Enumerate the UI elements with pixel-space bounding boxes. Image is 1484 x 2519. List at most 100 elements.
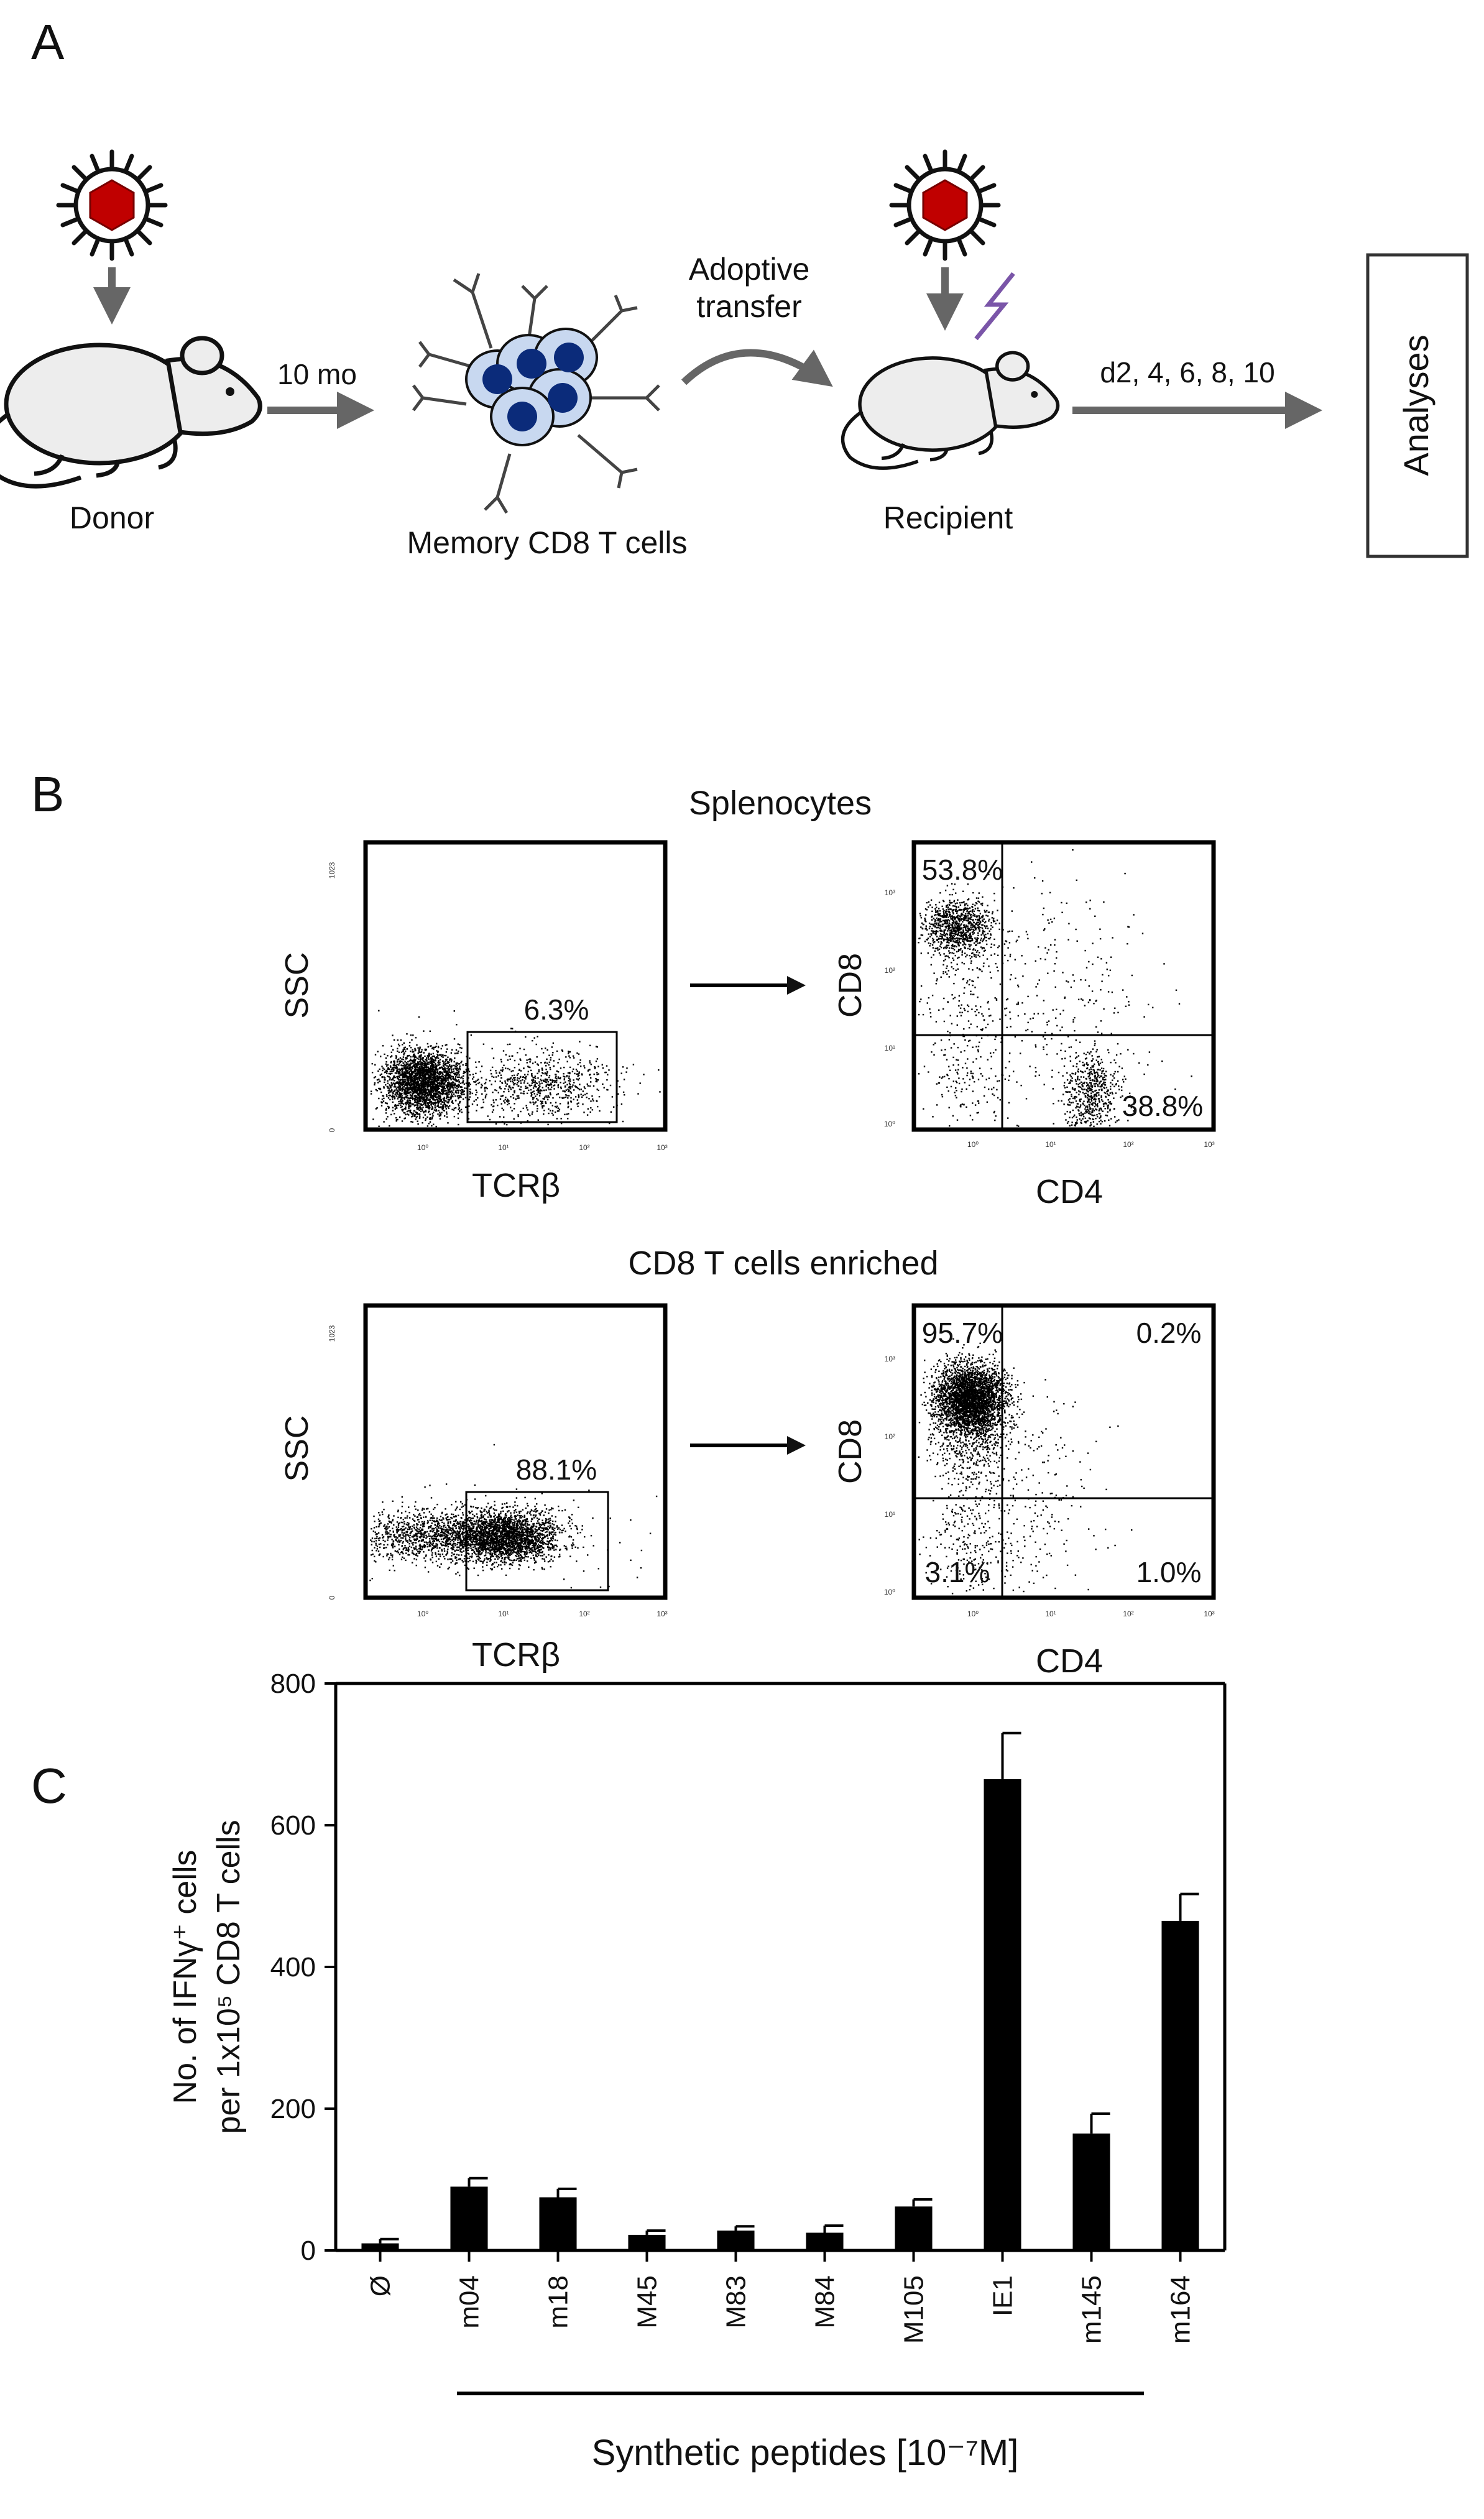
gate-top-pct: 6.3%: [524, 993, 589, 1026]
tick-tr-1: 10¹: [1045, 1140, 1056, 1149]
bar: [539, 2197, 577, 2250]
tick-tr-y0: 10⁰: [884, 1120, 895, 1128]
y-tick-label: 600: [270, 1810, 316, 1841]
tick-tr-3: 10³: [1204, 1140, 1214, 1149]
tick-tr-y3: 10³: [885, 888, 895, 897]
dots-bottom-right: [918, 1338, 1133, 1595]
chart-ylabel-line2: per 1x10⁵ CD8 T cells: [211, 1820, 247, 2134]
gate-top: [466, 1031, 618, 1123]
bottom-q-ur: 0.2%: [1136, 1317, 1202, 1349]
tick-br-y2: 10²: [885, 1432, 895, 1441]
tick-tr-y1: 10¹: [885, 1044, 895, 1052]
panel-b: B Splenocytes CD8 T cells enriched 6.3% …: [31, 767, 1216, 1680]
gate-bottom-pct: 88.1%: [516, 1453, 597, 1486]
y-tick-label: 0: [301, 2236, 316, 2266]
panel-letter-a: A: [31, 14, 65, 70]
bar: [984, 1779, 1021, 2250]
mouse-icon: [0, 338, 260, 486]
tick-br-2: 10²: [1123, 1609, 1133, 1618]
panel-a: A Donor 10 mo: [0, 14, 1469, 560]
transfer-label-line1: Adoptive: [689, 252, 810, 287]
virus-icon: [58, 152, 165, 259]
tick-bl-2: 10²: [579, 1609, 589, 1618]
tick-tr-y2: 10²: [885, 966, 895, 975]
plot-bottom-right-frame: [911, 1303, 1216, 1600]
ssc-label-top: SSC: [279, 952, 315, 1019]
cd8-label-bottom: CD8: [832, 1419, 869, 1484]
bar: [1161, 1920, 1199, 2250]
dots-bottom-left: [369, 1444, 658, 1589]
bar: [1072, 2133, 1110, 2250]
lightning-icon: [974, 272, 1015, 341]
transfer-arrow: [681, 349, 833, 387]
y-tick-label: 800: [270, 1669, 316, 1699]
tick-tr-0: 10⁰: [967, 1140, 979, 1149]
tick-bl-1: 10¹: [498, 1609, 509, 1618]
ssc-zero-tick-top: 0: [328, 1128, 336, 1132]
panel-c: C No. of IFNγ⁺ cells per 1x10⁵ CD8 T cel…: [31, 1669, 1227, 2473]
bar: [450, 2186, 488, 2250]
bottom-q-ul: 95.7%: [922, 1317, 1003, 1349]
tick-br-1: 10¹: [1045, 1609, 1056, 1618]
tick-bl-0: 10⁰: [417, 1609, 428, 1618]
category-label: m18: [543, 2275, 574, 2329]
ssc-zero-tick-bottom: 0: [328, 1595, 336, 1600]
bar: [895, 2206, 933, 2250]
donor-label: Donor: [70, 500, 154, 535]
category-label: m164: [1166, 2275, 1196, 2344]
bottom-q-ll: 3.1%: [925, 1556, 990, 1588]
plot-bottom-left-frame: [363, 1303, 668, 1600]
plot-top-right-frame: [911, 840, 1216, 1132]
tick-tl-3: 10³: [657, 1143, 667, 1152]
tick-br-y3: 10³: [885, 1355, 895, 1363]
time-label: 10 mo: [277, 358, 357, 390]
y-tick-label: 400: [270, 1952, 316, 1983]
tick-tl-1: 10¹: [498, 1143, 509, 1152]
analyses-label: Analyses: [1396, 334, 1436, 476]
cd8-label-top: CD8: [832, 953, 869, 1018]
splenocytes-title: Splenocytes: [689, 785, 872, 822]
bottom-q-lr: 1.0%: [1136, 1556, 1202, 1588]
transfer-label-line2: transfer: [696, 289, 802, 324]
tick-bl-3: 10³: [657, 1609, 667, 1618]
dots-top-left: [370, 1010, 661, 1128]
bar: [806, 2232, 844, 2250]
chart-xlabel: Synthetic peptides [10⁻⁷M]: [592, 2433, 1019, 2473]
tick-br-3: 10³: [1204, 1609, 1214, 1618]
enriched-title: CD8 T cells enriched: [628, 1245, 938, 1282]
panel-letter-c: C: [31, 1758, 67, 1813]
bar: [361, 2243, 399, 2250]
y-tick-label: 200: [270, 2094, 316, 2124]
tcrb-label-bottom: TCRβ: [472, 1636, 560, 1674]
tick-br-0: 10⁰: [967, 1609, 979, 1618]
category-label: M84: [810, 2275, 841, 2329]
analyses-box: [1366, 253, 1469, 558]
ssc-top-tick-top: 1023: [328, 862, 336, 878]
tick-tr-2: 10²: [1123, 1140, 1133, 1149]
tcrb-label-top: TCRβ: [472, 1167, 560, 1204]
bar: [628, 2234, 666, 2250]
gate-bottom: [465, 1491, 609, 1591]
category-label: IE1: [988, 2275, 1018, 2316]
cd4-label-bottom: CD4: [1036, 1642, 1103, 1680]
bar: [717, 2231, 755, 2250]
panel-letter-b: B: [31, 767, 64, 822]
t-cell-cluster-icon: [412, 273, 660, 514]
days-label: d2, 4, 6, 8, 10: [1100, 356, 1274, 389]
ssc-top-tick-bottom: 1023: [328, 1325, 336, 1342]
bar-chart: 0 200 400 600 800 Ø m04 m18 M45 M83 M84 M105 IE1 m145…: [270, 1669, 1227, 2344]
chart-ylabel-line1: No. of IFNγ⁺ cells: [167, 1850, 203, 2104]
tick-br-y0: 10⁰: [884, 1588, 895, 1596]
recipient-label: Recipient: [883, 500, 1013, 535]
cd4-label-top: CD4: [1036, 1173, 1103, 1210]
tick-br-y1: 10¹: [885, 1510, 895, 1519]
recipient-mouse-icon: [843, 352, 1058, 468]
dots-top-right: [918, 849, 1192, 1128]
memory-cells-label: Memory CD8 T cells: [407, 525, 687, 560]
category-label: M45: [632, 2275, 663, 2329]
virus-icon-recipient: [892, 152, 998, 259]
top-q-ul: 53.8%: [922, 854, 1003, 886]
category-label: m145: [1077, 2275, 1107, 2344]
ssc-label-bottom: SSC: [279, 1416, 315, 1482]
